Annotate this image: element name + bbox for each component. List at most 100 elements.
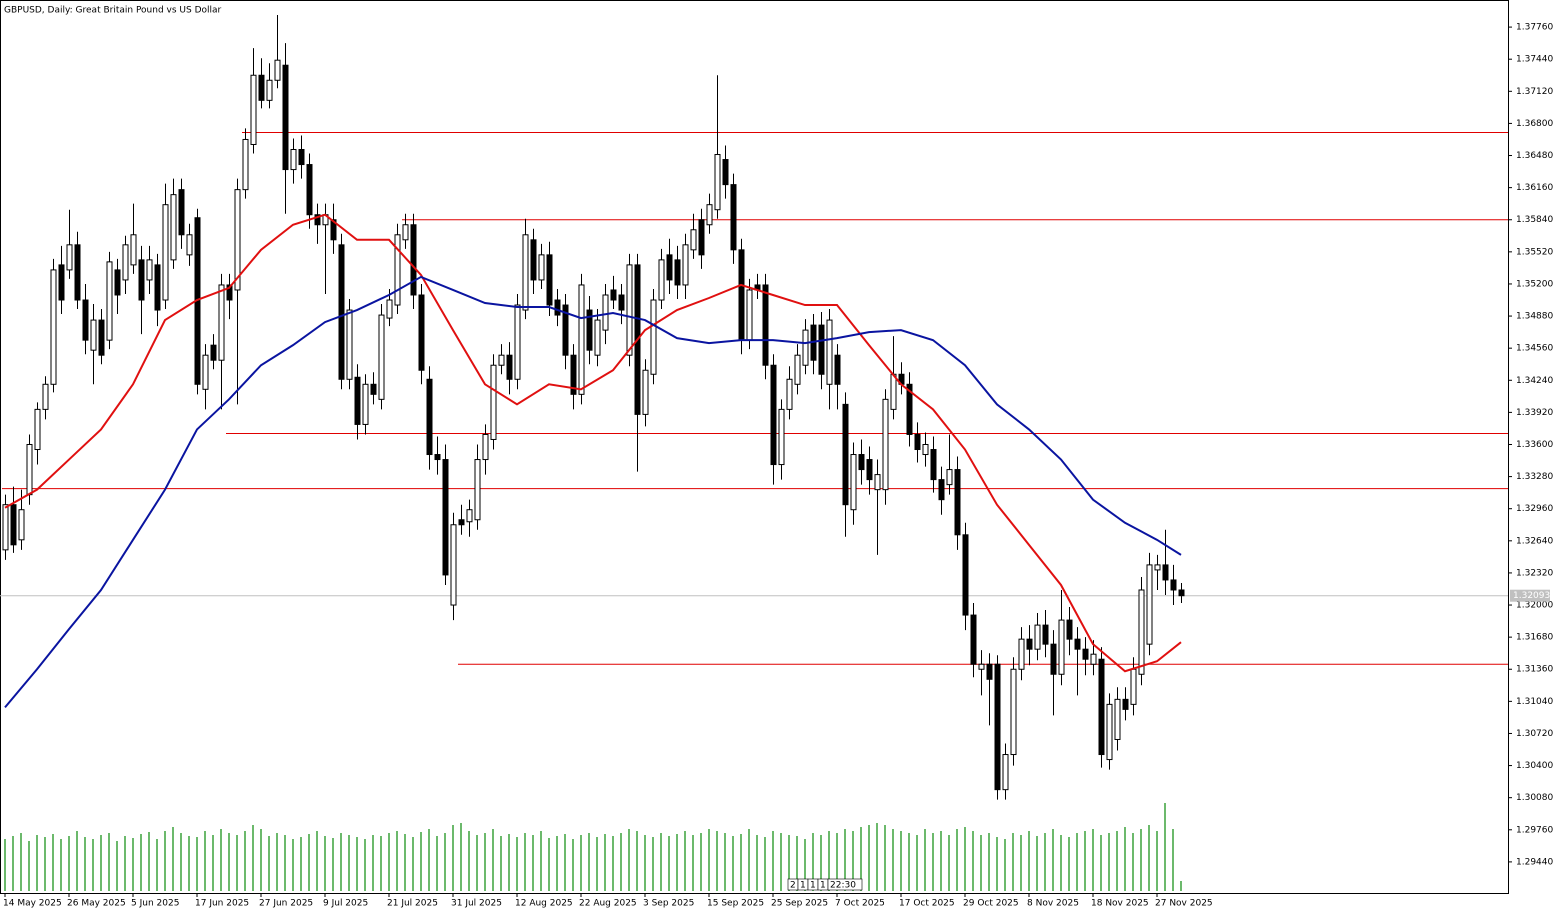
- candle-body: [346, 309, 353, 380]
- candle-body: [26, 443, 33, 496]
- candle-body: [282, 64, 289, 171]
- candle-body: [514, 304, 521, 380]
- candle-body: [978, 663, 985, 670]
- timer-text: 1: [800, 881, 806, 891]
- candle-body: [1010, 668, 1017, 756]
- candle-body: [522, 234, 529, 311]
- candle-body: [546, 254, 553, 306]
- y-tick-label: 1.35200: [1516, 279, 1553, 289]
- candle-body: [250, 74, 257, 145]
- candle-body: [874, 474, 881, 491]
- timer-text: 22:30: [830, 881, 856, 891]
- ma-line: [4, 275, 1182, 709]
- x-tick-label: 3 Sep 2025: [643, 899, 694, 909]
- y-tick-label: 1.31040: [1516, 697, 1553, 707]
- candle-body: [18, 509, 25, 541]
- candle-body: [1034, 624, 1041, 650]
- candle-body: [178, 189, 185, 236]
- candle-body: [386, 299, 393, 319]
- candle-body: [506, 354, 513, 380]
- y-tick-label: 1.31680: [1516, 633, 1553, 643]
- candle-body: [394, 234, 401, 306]
- chart-title: GBPUSD, Daily: Great Britain Pound vs US…: [4, 6, 222, 16]
- candle-body: [674, 259, 681, 286]
- candle-body: [266, 79, 273, 101]
- ma-line: [4, 213, 1182, 673]
- candle-body: [650, 299, 657, 375]
- candle-body: [338, 244, 345, 380]
- candle-body: [162, 204, 169, 301]
- candle-body: [1002, 754, 1009, 791]
- x-tick-label: 18 Nov 2025: [1091, 899, 1149, 909]
- candle-body: [642, 369, 649, 415]
- candle-body: [1154, 564, 1161, 571]
- last-price-label: 1.32093: [1513, 591, 1550, 601]
- y-tick-label: 1.34240: [1516, 376, 1553, 386]
- candle-body: [554, 299, 561, 316]
- x-tick-label: 27 Nov 2025: [1155, 899, 1213, 909]
- candle-body: [738, 249, 745, 341]
- candle-body: [610, 289, 617, 301]
- candle-body: [762, 284, 769, 366]
- candle-body: [298, 149, 305, 166]
- candle-body: [626, 264, 633, 356]
- candle-body: [218, 284, 225, 361]
- candle-body: [578, 284, 585, 395]
- candle-body: [42, 383, 49, 410]
- last-price-box: [1510, 589, 1550, 602]
- x-tick-label: 22 Aug 2025: [579, 899, 637, 909]
- candle-body: [170, 194, 177, 261]
- x-tick-label: 31 Jul 2025: [451, 899, 502, 909]
- timer-text: 1: [810, 881, 816, 891]
- candle-body: [842, 403, 849, 506]
- candle-body: [770, 364, 777, 466]
- candle-body: [850, 454, 857, 511]
- x-tick-label: 15 Sep 2025: [707, 899, 764, 909]
- candle-body: [722, 159, 729, 186]
- y-tick-label: 1.31360: [1516, 665, 1553, 675]
- x-tick-label: 5 Jun 2025: [131, 899, 179, 909]
- candle-body: [210, 344, 217, 361]
- candle-body: [1162, 564, 1169, 581]
- candle-body: [794, 354, 801, 385]
- candle-body: [498, 354, 505, 366]
- candle-body: [530, 239, 537, 281]
- candle-body: [202, 354, 209, 390]
- candle-body: [1138, 589, 1145, 675]
- plot-frame: [0, 0, 1509, 894]
- candle-body: [1018, 638, 1025, 670]
- candle-body: [594, 319, 601, 356]
- candle-body: [890, 373, 897, 410]
- candle-body: [786, 378, 793, 410]
- x-tick-label: 12 Aug 2025: [515, 899, 573, 909]
- candle-body: [442, 459, 449, 576]
- candle-body: [954, 469, 961, 536]
- candle-body: [1122, 698, 1129, 710]
- candle-body: [994, 663, 1001, 791]
- candle-body: [258, 74, 265, 101]
- candle-body: [402, 224, 409, 241]
- candle-body: [458, 519, 465, 526]
- y-tick-label: 1.29440: [1516, 857, 1553, 867]
- y-tick-label: 1.37760: [1516, 23, 1553, 33]
- candle-body: [58, 264, 65, 301]
- candle-body: [906, 383, 913, 435]
- candle-body: [146, 259, 153, 281]
- candle-body: [98, 319, 105, 356]
- y-tick-label: 1.35840: [1516, 215, 1553, 225]
- candle-body: [1082, 648, 1089, 660]
- candle-body: [122, 244, 129, 281]
- candle-body: [802, 329, 809, 366]
- x-tick-label: 14 May 2025: [3, 899, 62, 909]
- y-tick-label: 1.37440: [1516, 55, 1553, 65]
- y-tick-label: 1.33920: [1516, 408, 1553, 418]
- y-tick-label: 1.36480: [1516, 151, 1553, 161]
- candle-body: [450, 524, 457, 606]
- y-tick-label: 1.33280: [1516, 472, 1553, 482]
- candle-body: [970, 614, 977, 665]
- candle-body: [946, 469, 953, 486]
- candle-body: [66, 244, 73, 271]
- candle-body: [410, 224, 417, 296]
- candle-body: [714, 154, 721, 211]
